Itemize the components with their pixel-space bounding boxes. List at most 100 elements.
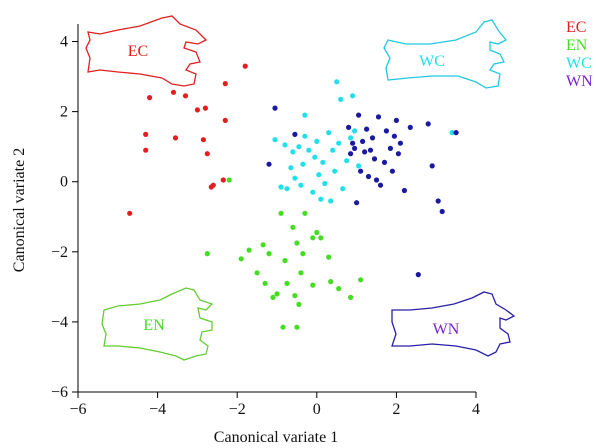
point-ec: [210, 182, 216, 188]
paw-outline-wn: [391, 291, 516, 357]
x-tick-label: 0: [313, 401, 321, 418]
point-en: [282, 258, 288, 264]
point-wn: [356, 112, 362, 118]
outline-label-wc: WC: [419, 53, 445, 70]
point-en: [226, 177, 232, 183]
point-wn: [429, 163, 435, 169]
point-wn: [453, 130, 459, 136]
x-tick-label: −6: [69, 401, 86, 418]
x-axis-title: Canonical variate 1: [214, 429, 338, 446]
outline-label-wn: WN: [433, 321, 460, 338]
point-en: [292, 293, 298, 299]
point-wn: [348, 151, 354, 157]
paw-outline-en: [101, 287, 214, 361]
point-ec: [170, 89, 177, 95]
point-wc: [292, 175, 298, 181]
point-ec: [204, 151, 210, 157]
legend-item-ec: EC: [566, 19, 586, 36]
data-points: [127, 63, 459, 330]
point-wc: [348, 135, 354, 141]
point-wc: [320, 159, 326, 165]
point-en: [284, 280, 290, 286]
point-wc: [449, 130, 455, 136]
point-wn: [415, 272, 421, 278]
x-tick-label: 2: [392, 401, 400, 418]
point-wn: [360, 138, 366, 144]
y-tick-label: −2: [51, 244, 68, 261]
point-wn: [346, 124, 352, 130]
point-wn: [354, 200, 360, 206]
point-en: [262, 280, 268, 286]
y-tick-label: 0: [60, 174, 68, 191]
point-wc: [338, 96, 344, 102]
point-wn: [391, 133, 397, 139]
point-en: [278, 210, 284, 216]
point-wn: [352, 145, 358, 151]
outline-labels: EC EN WC WN: [128, 43, 460, 338]
outline-label-en: EN: [143, 317, 165, 334]
point-wn: [371, 156, 378, 162]
y-tick-label: −4: [51, 314, 68, 331]
point-en: [266, 251, 272, 257]
point-en: [328, 279, 334, 285]
x-tick-label: −4: [149, 401, 166, 418]
point-ec: [172, 135, 179, 141]
point-en: [204, 251, 210, 257]
point-wn: [272, 105, 278, 111]
point-wn: [425, 121, 431, 127]
point-ec: [220, 177, 226, 183]
legend-item-wn: WN: [566, 73, 593, 90]
point-wc: [318, 196, 324, 202]
point-wn: [439, 208, 445, 215]
point-en: [310, 235, 316, 241]
point-wc: [272, 137, 278, 143]
point-en: [294, 324, 300, 330]
point-en: [290, 224, 296, 230]
point-wc: [300, 161, 306, 167]
point-wc: [298, 182, 304, 188]
paw-outline-ec: [85, 15, 208, 87]
point-wn: [367, 147, 374, 153]
point-wn: [383, 128, 389, 134]
point-ec: [194, 107, 200, 113]
point-en: [296, 301, 302, 307]
legend-item-wc: WC: [566, 55, 592, 72]
point-wc: [314, 138, 320, 144]
x-tick-label: 4: [472, 401, 480, 418]
point-wc: [356, 163, 362, 169]
point-en: [300, 251, 306, 257]
point-wn: [266, 161, 272, 167]
point-wc: [334, 79, 340, 85]
point-wc: [310, 189, 316, 195]
point-wn: [358, 168, 364, 174]
axes: −6 −4 −2 0 2 4 −6 −4 −2 0 2 4: [51, 24, 480, 418]
point-en: [274, 291, 280, 297]
y-tick-label: 4: [60, 34, 68, 51]
point-en: [298, 270, 304, 276]
point-wn: [401, 187, 407, 194]
point-en: [326, 254, 332, 260]
point-wc: [284, 186, 290, 192]
paw-outline-wc: [383, 19, 508, 89]
point-en: [348, 294, 354, 300]
point-en: [336, 286, 342, 292]
point-en: [294, 240, 300, 246]
point-ec: [222, 117, 228, 123]
point-ec: [127, 210, 133, 216]
point-wc: [352, 128, 358, 134]
point-en: [260, 242, 266, 248]
point-wc: [350, 93, 356, 99]
point-wc: [328, 198, 334, 204]
point-wc: [344, 158, 350, 164]
point-wn: [373, 177, 380, 183]
point-en: [318, 235, 324, 241]
point-en: [254, 270, 260, 276]
point-ec: [182, 93, 189, 99]
point-wn: [369, 135, 376, 141]
point-wc: [330, 147, 336, 153]
point-en: [314, 229, 320, 236]
point-ec: [200, 137, 206, 143]
point-ec: [222, 81, 228, 87]
